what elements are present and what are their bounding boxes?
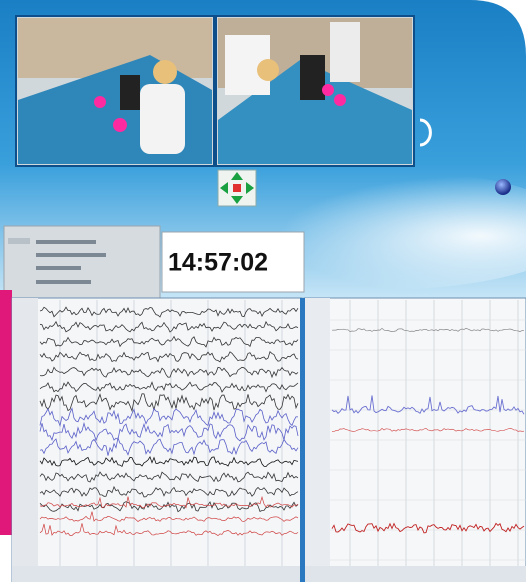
signal-trace — [39, 436, 299, 456]
signal-trace — [331, 395, 525, 415]
vitals-panel — [3, 225, 161, 299]
signal-trace — [39, 381, 299, 393]
signal-trace — [39, 350, 299, 363]
video-left — [15, 15, 215, 167]
signal-trace — [39, 335, 299, 348]
clock-time: 14:57:02 — [168, 249, 268, 277]
signal-trace — [39, 511, 299, 522]
signal-trace — [331, 427, 525, 432]
logo-globe — [495, 179, 511, 195]
signal-trace — [39, 495, 299, 509]
signal-trace — [39, 320, 299, 333]
rotate-icon[interactable] — [419, 118, 432, 147]
signal-trace — [39, 471, 299, 483]
signal-trace — [39, 306, 299, 318]
signal-trace — [39, 407, 299, 427]
signal-trace — [331, 327, 525, 332]
signal-trace — [39, 421, 299, 442]
pan-control[interactable] — [217, 169, 257, 207]
signal-trace — [331, 522, 525, 534]
signal-trace — [39, 523, 299, 537]
accent-bar — [0, 290, 12, 535]
video-right — [215, 15, 415, 167]
signal-trace — [39, 455, 299, 468]
clock-box: 14:57:02 — [161, 231, 305, 293]
panel-divider — [300, 298, 305, 582]
signal-trace — [39, 393, 299, 413]
signal-trace — [39, 485, 299, 498]
signal-trace — [39, 366, 299, 379]
